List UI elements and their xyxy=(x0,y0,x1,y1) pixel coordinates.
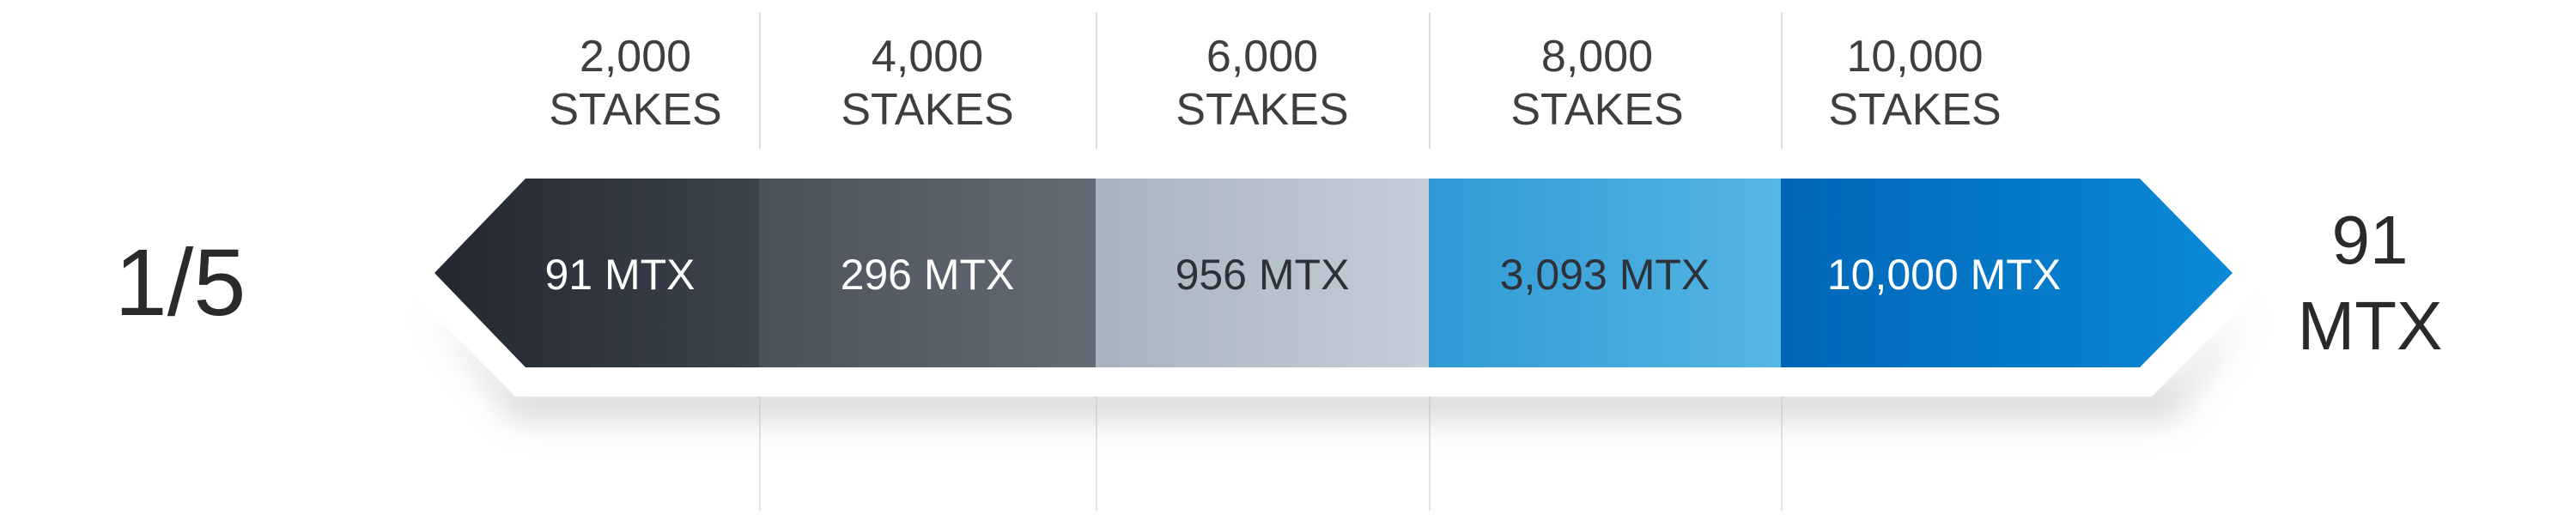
divider-bottom-1 xyxy=(759,378,761,511)
stake-unit: STAKES xyxy=(1828,85,2002,135)
stake-unit: STAKES xyxy=(549,85,722,135)
tier-fraction: 1/5 xyxy=(114,230,246,336)
reward-text-2: 296 MTX xyxy=(840,251,1015,299)
stake-label-3: 6,000 STAKES xyxy=(1125,30,1400,136)
stake-amount: 2,000 xyxy=(579,32,692,82)
stake-label-5: 10,000 STAKES xyxy=(1777,30,2052,136)
divider-bottom-4 xyxy=(1781,378,1783,511)
stake-label-2: 4,000 STAKES xyxy=(790,30,1065,136)
reward-text-3: 956 MTX xyxy=(1175,251,1350,299)
stake-amount: 8,000 xyxy=(1540,32,1654,82)
divider-bottom-2 xyxy=(1096,378,1097,511)
stake-amount: 4,000 xyxy=(871,32,984,82)
current-reward: 91 MTX xyxy=(2233,197,2507,369)
stake-unit: STAKES xyxy=(841,85,1014,135)
stake-unit: STAKES xyxy=(1510,85,1684,135)
divider-top-4 xyxy=(1781,13,1783,148)
divider-top-2 xyxy=(1096,13,1097,148)
segment-5 xyxy=(1781,179,2233,367)
segment-4 xyxy=(1429,179,1781,367)
stake-amount: 10,000 xyxy=(1846,32,1984,82)
segment-3 xyxy=(1096,179,1429,367)
divider-top-1 xyxy=(759,13,761,148)
divider-bottom-3 xyxy=(1429,378,1431,511)
current-reward-amount: 91 xyxy=(2331,202,2409,278)
reward-text-4: 3,093 MTX xyxy=(1499,251,1710,299)
segment-2 xyxy=(759,179,1096,367)
stake-unit: STAKES xyxy=(1176,85,1349,135)
divider-top-3 xyxy=(1429,13,1431,148)
stake-label-1: 2,000 STAKES xyxy=(498,30,773,136)
reward-text-5: 10,000 MTX xyxy=(1826,251,2062,299)
stake-label-4: 8,000 STAKES xyxy=(1460,30,1735,136)
current-reward-unit: MTX xyxy=(2297,288,2443,364)
reward-text-1: 91 MTX xyxy=(544,251,696,299)
stake-amount: 6,000 xyxy=(1206,32,1319,82)
